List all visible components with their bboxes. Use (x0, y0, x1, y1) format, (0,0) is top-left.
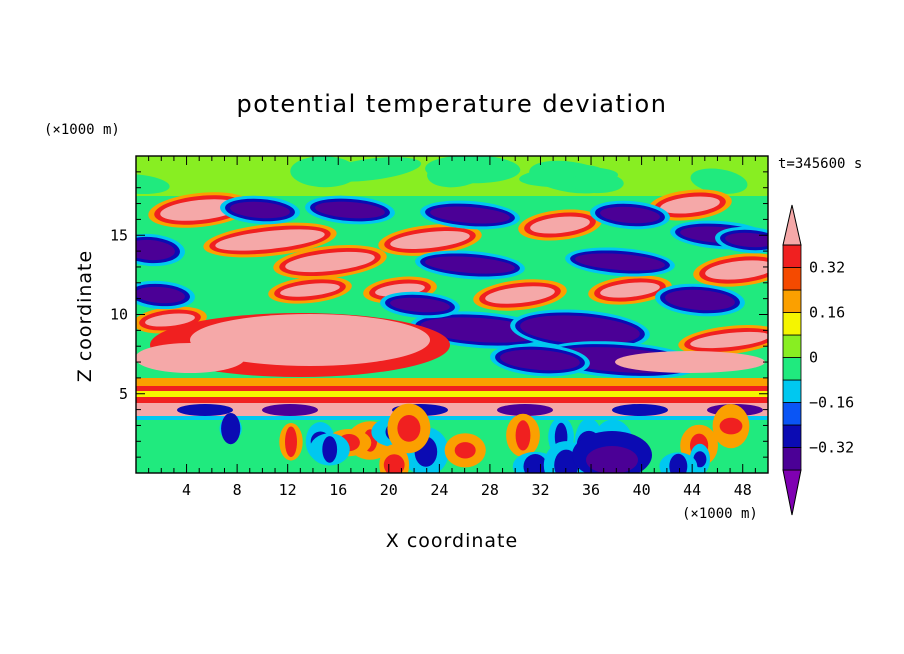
colorbar-bin (782, 244, 802, 268)
contour-patch (454, 442, 476, 459)
x-tick-label: 40 (633, 481, 651, 499)
contour-patch (725, 232, 768, 248)
chart-title: potential temperature deviation (237, 90, 668, 118)
contour-patch (136, 239, 175, 261)
colorbar-bin (782, 267, 802, 291)
contour-patch (230, 201, 290, 219)
colorbar-bin (782, 402, 802, 426)
contour-patch (520, 315, 640, 345)
contour-band (136, 416, 768, 420)
x-tick-label: 28 (481, 481, 499, 499)
contour-patch (586, 446, 638, 473)
contour-patch (615, 351, 765, 373)
contour-patch (390, 231, 470, 249)
contour-patch (322, 436, 338, 463)
contour-patch (669, 453, 688, 473)
contour-patch (497, 404, 553, 416)
x-tick-label: 16 (329, 481, 347, 499)
x-axis: 4 8 12 16 20 24 28 32 36 40 44 48 (148, 156, 756, 499)
colorbar-bin (782, 447, 802, 471)
contour-patch (177, 404, 233, 416)
x-tick-label: 20 (380, 481, 398, 499)
contour-patch (315, 201, 385, 219)
contour-patch (600, 206, 660, 224)
contour-patch (420, 317, 540, 343)
contour-patch (221, 413, 241, 445)
contour-patch (397, 415, 421, 442)
contour-patch (262, 404, 318, 416)
contour-patch (719, 417, 743, 435)
x-tick-label: 4 (182, 481, 191, 499)
contour-patch (285, 426, 297, 458)
time-label: t=345600 s (778, 156, 862, 172)
y-tick-label: 15 (110, 226, 128, 244)
y-tick-label: 5 (119, 385, 128, 403)
colorbar-extend-max (782, 204, 802, 246)
x-axis-unit: (×1000 m) (682, 506, 758, 522)
contour-patch (515, 420, 531, 451)
x-tick-label: 24 (430, 481, 448, 499)
x-tick-label: 48 (734, 481, 752, 499)
x-tick-label: 32 (531, 481, 549, 499)
contour-patch (612, 404, 668, 416)
colorbar-tick-label: −0.32 (809, 439, 854, 457)
contour-patch (523, 454, 548, 473)
colorbar-bin (782, 357, 802, 381)
x-axis-label: X coordinate (386, 530, 518, 552)
contour-band (136, 391, 768, 397)
colorbar: 0.32 0.16 0 −0.16 −0.32 (782, 204, 854, 516)
contour-patch (425, 256, 515, 274)
contour-patch (427, 156, 489, 188)
y-axis-unit: (×1000 m) (44, 122, 120, 138)
colorbar-bin (782, 379, 802, 403)
contour-patch (500, 349, 580, 371)
contour-patch (290, 156, 358, 188)
plot-area (135, 155, 769, 474)
contour-patch (280, 283, 340, 297)
contour-band (136, 378, 768, 386)
colorbar-tick-label: 0.16 (809, 304, 845, 322)
x-tick-label: 44 (683, 481, 701, 499)
y-axis-label: Z coordinate (74, 250, 96, 382)
colorbar-bin (782, 289, 802, 313)
contour-patch (285, 251, 375, 273)
contour-patch (570, 172, 624, 194)
contour-patch (430, 206, 510, 224)
x-tick-label: 12 (279, 481, 297, 499)
contour-patch (665, 289, 735, 311)
contour-patch (136, 286, 185, 304)
colorbar-bin (782, 334, 802, 358)
contour-patch (215, 229, 325, 251)
colorbar-tick-label: 0 (809, 349, 818, 367)
contour-patch (136, 343, 245, 373)
contour-patch (600, 282, 660, 298)
contour-patch (160, 199, 240, 221)
contour-patch (145, 313, 195, 327)
y-tick-label: 10 (110, 306, 128, 324)
y-axis: 5 10 15 (110, 171, 768, 458)
contour-field (136, 156, 768, 473)
colorbar-extend-min (782, 469, 802, 516)
contour-patch (485, 286, 555, 304)
colorbar-tick-label: 0.32 (809, 259, 845, 277)
contour-patch (575, 253, 665, 271)
contour-patch (690, 331, 768, 349)
colorbar-bin (782, 312, 802, 336)
x-tick-label: 8 (233, 481, 242, 499)
contour-patch (690, 168, 748, 194)
contour-patch (530, 216, 590, 234)
colorbar-tick-label: −0.16 (809, 394, 854, 412)
contour-patch (190, 314, 430, 366)
contour-band (136, 386, 768, 391)
contour-band (136, 397, 768, 403)
x-tick-label: 36 (582, 481, 600, 499)
contour-patch (660, 196, 720, 214)
colorbar-bin (782, 424, 802, 448)
contour-patch (390, 297, 450, 313)
contour-patch (705, 260, 768, 280)
